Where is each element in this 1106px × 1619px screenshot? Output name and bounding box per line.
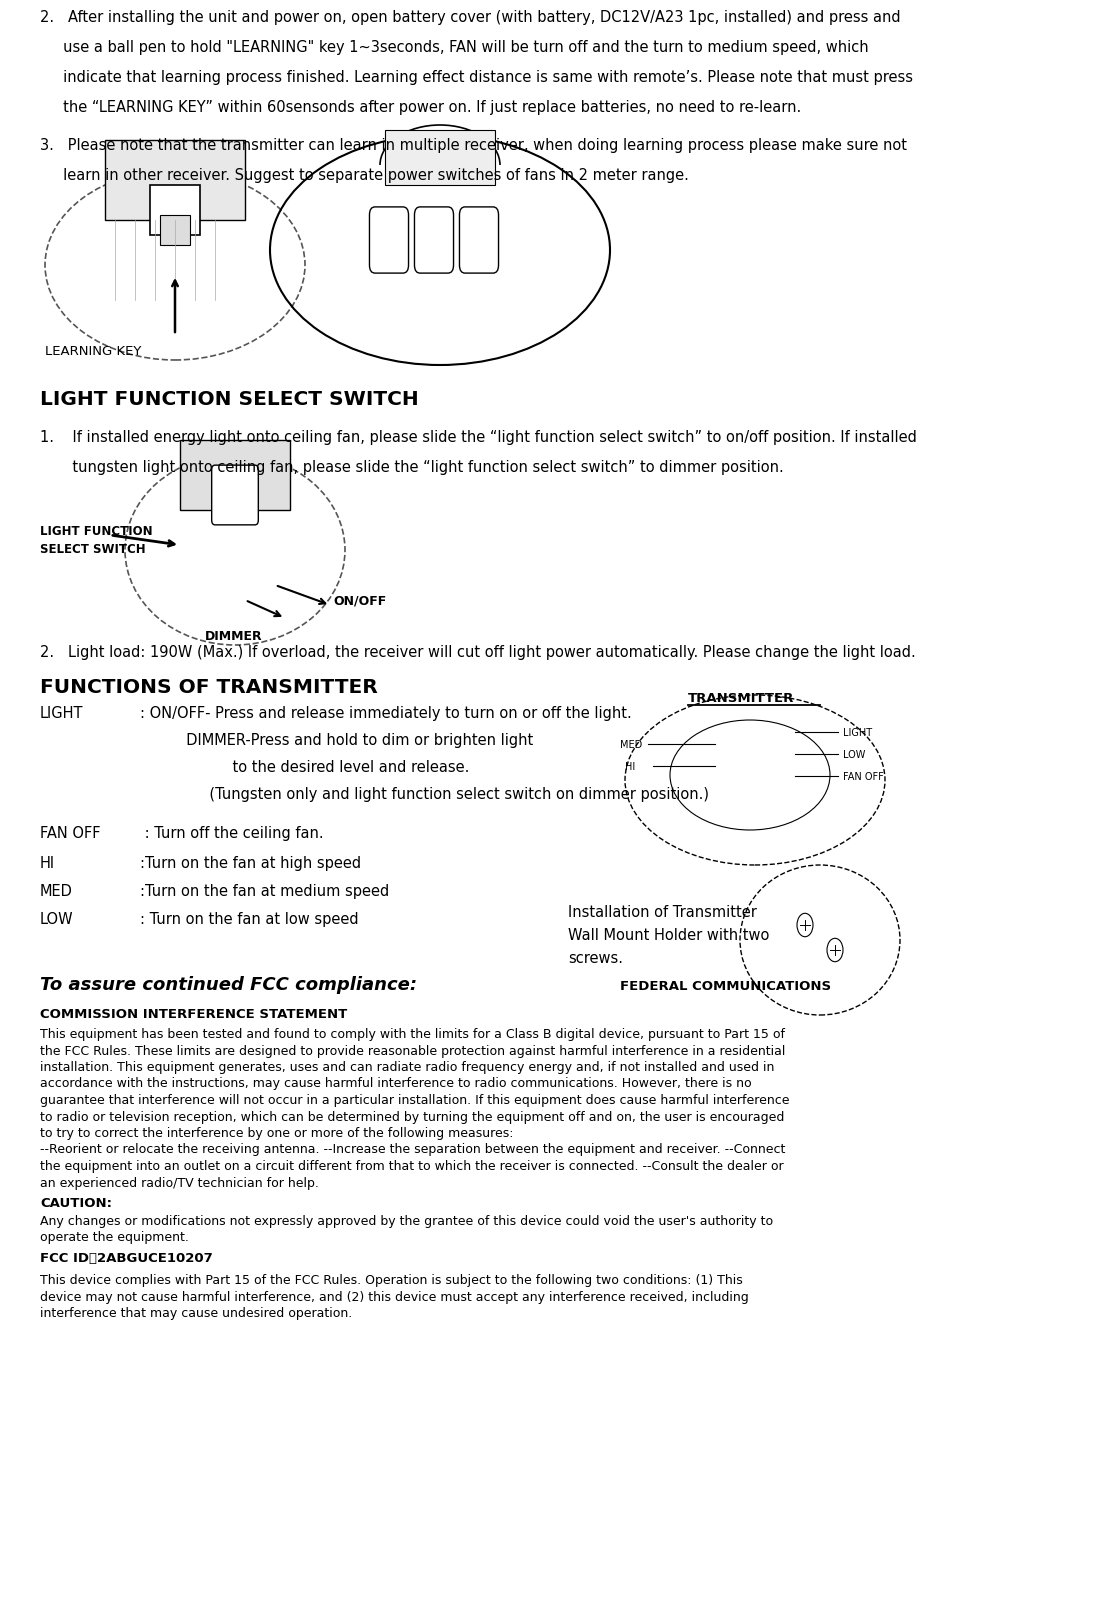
Text: the FCC Rules. These limits are designed to provide reasonable protection agains: the FCC Rules. These limits are designed… bbox=[40, 1044, 785, 1057]
Text: 3.   Please note that the transmitter can learn in multiple receiver, when doing: 3. Please note that the transmitter can … bbox=[40, 138, 907, 154]
Text: 2.   Light load: 190W (Max.) If overload, the receiver will cut off light power : 2. Light load: 190W (Max.) If overload, … bbox=[40, 644, 916, 661]
Text: LIGHT: LIGHT bbox=[843, 729, 873, 738]
Text: MED: MED bbox=[40, 884, 73, 899]
Text: LOW: LOW bbox=[843, 750, 865, 759]
Text: : Turn on the fan at low speed: : Turn on the fan at low speed bbox=[140, 911, 358, 928]
FancyBboxPatch shape bbox=[180, 440, 290, 510]
FancyBboxPatch shape bbox=[369, 207, 408, 274]
Text: FEDERAL COMMUNICATIONS: FEDERAL COMMUNICATIONS bbox=[620, 979, 831, 992]
Text: ON/OFF: ON/OFF bbox=[333, 596, 386, 609]
Text: COMMISSION INTERFERENCE STATEMENT: COMMISSION INTERFERENCE STATEMENT bbox=[40, 1009, 347, 1022]
Text: CAUTION:: CAUTION: bbox=[40, 1196, 112, 1209]
Text: HI: HI bbox=[625, 763, 635, 772]
Text: to radio or television reception, which can be determined by turning the equipme: to radio or television reception, which … bbox=[40, 1111, 784, 1124]
Text: To assure continued FCC compliance:: To assure continued FCC compliance: bbox=[40, 976, 417, 994]
Text: LIGHT: LIGHT bbox=[40, 706, 83, 720]
Text: TRANSMITTER: TRANSMITTER bbox=[688, 691, 794, 704]
Text: guarantee that interference will not occur in a particular installation. If this: guarantee that interference will not occ… bbox=[40, 1094, 790, 1107]
Text: FAN OFF: FAN OFF bbox=[843, 772, 884, 782]
Text: LIGHT FUNCTION SELECT SWITCH: LIGHT FUNCTION SELECT SWITCH bbox=[40, 390, 419, 410]
Text: to try to correct the interference by one or more of the following measures:: to try to correct the interference by on… bbox=[40, 1127, 513, 1140]
FancyBboxPatch shape bbox=[385, 130, 495, 185]
Text: installation. This equipment generates, uses and can radiate radio frequency ene: installation. This equipment generates, … bbox=[40, 1060, 774, 1073]
Text: 1.    If installed energy light onto ceiling fan, please slide the “light functi: 1. If installed energy light onto ceilin… bbox=[40, 431, 917, 445]
Text: device may not cause harmful interference, and (2) this device must accept any i: device may not cause harmful interferenc… bbox=[40, 1290, 749, 1303]
Text: This device complies with Part 15 of the FCC Rules. Operation is subject to the : This device complies with Part 15 of the… bbox=[40, 1274, 743, 1287]
FancyBboxPatch shape bbox=[105, 139, 246, 220]
Text: to the desired level and release.: to the desired level and release. bbox=[140, 759, 469, 776]
Text: SELECT SWITCH: SELECT SWITCH bbox=[40, 542, 146, 555]
Text: the “LEARNING KEY” within 60sensonds after power on. If just replace batteries, : the “LEARNING KEY” within 60sensonds aft… bbox=[40, 100, 801, 115]
FancyBboxPatch shape bbox=[211, 465, 259, 525]
Text: : Turn off the ceiling fan.: : Turn off the ceiling fan. bbox=[140, 826, 324, 840]
Text: 2.   After installing the unit and power on, open battery cover (with battery, D: 2. After installing the unit and power o… bbox=[40, 10, 900, 24]
Text: This equipment has been tested and found to comply with the limits for a Class B: This equipment has been tested and found… bbox=[40, 1028, 785, 1041]
Text: an experienced radio/TV technician for help.: an experienced radio/TV technician for h… bbox=[40, 1177, 319, 1190]
Text: learn in other receiver. Suggest to separate power switches of fans in 2 meter r: learn in other receiver. Suggest to sepa… bbox=[40, 168, 689, 183]
Text: MED: MED bbox=[620, 740, 643, 750]
Text: operate the equipment.: operate the equipment. bbox=[40, 1232, 189, 1245]
Text: use a ball pen to hold "LEARNING" key 1~3seconds, FAN will be turn off and the t: use a ball pen to hold "LEARNING" key 1~… bbox=[40, 40, 868, 55]
Text: the equipment into an outlet on a circuit different from that to which the recei: the equipment into an outlet on a circui… bbox=[40, 1159, 784, 1174]
Text: screws.: screws. bbox=[568, 950, 623, 967]
Text: :Turn on the fan at high speed: :Turn on the fan at high speed bbox=[140, 856, 362, 871]
Text: HI: HI bbox=[40, 856, 55, 871]
Text: (Tungsten only and light function select switch on dimmer position.): (Tungsten only and light function select… bbox=[140, 787, 709, 801]
Text: :Turn on the fan at medium speed: :Turn on the fan at medium speed bbox=[140, 884, 389, 899]
Text: DIMMER-Press and hold to dim or brighten light: DIMMER-Press and hold to dim or brighten… bbox=[140, 733, 533, 748]
Text: tungsten light onto ceiling fan, please slide the “light function select switch”: tungsten light onto ceiling fan, please … bbox=[40, 460, 784, 474]
Text: Any changes or modifications not expressly approved by the grantee of this devic: Any changes or modifications not express… bbox=[40, 1214, 773, 1227]
Text: FUNCTIONS OF TRANSMITTER: FUNCTIONS OF TRANSMITTER bbox=[40, 678, 378, 698]
Text: interference that may cause undesired operation.: interference that may cause undesired op… bbox=[40, 1307, 352, 1319]
FancyBboxPatch shape bbox=[459, 207, 499, 274]
Text: indicate that learning process finished. Learning effect distance is same with r: indicate that learning process finished.… bbox=[40, 70, 912, 86]
Text: DIMMER: DIMMER bbox=[205, 630, 262, 643]
Text: LEARNING KEY: LEARNING KEY bbox=[45, 345, 142, 358]
Text: : ON/OFF- Press and release immediately to turn on or off the light.: : ON/OFF- Press and release immediately … bbox=[140, 706, 632, 720]
Text: Installation of Transmitter: Installation of Transmitter bbox=[568, 905, 757, 920]
FancyBboxPatch shape bbox=[150, 185, 200, 235]
Text: accordance with the instructions, may cause harmful interference to radio commun: accordance with the instructions, may ca… bbox=[40, 1078, 752, 1091]
Text: LIGHT FUNCTION: LIGHT FUNCTION bbox=[40, 525, 153, 538]
Text: FAN OFF: FAN OFF bbox=[40, 826, 101, 840]
Text: Wall Mount Holder with two: Wall Mount Holder with two bbox=[568, 928, 770, 942]
Text: --Reorient or relocate the receiving antenna. --Increase the separation between : --Reorient or relocate the receiving ant… bbox=[40, 1143, 785, 1156]
Text: FCC ID：2ABGUCE10207: FCC ID：2ABGUCE10207 bbox=[40, 1251, 212, 1264]
FancyBboxPatch shape bbox=[160, 215, 190, 244]
Text: LOW: LOW bbox=[40, 911, 74, 928]
FancyBboxPatch shape bbox=[415, 207, 453, 274]
